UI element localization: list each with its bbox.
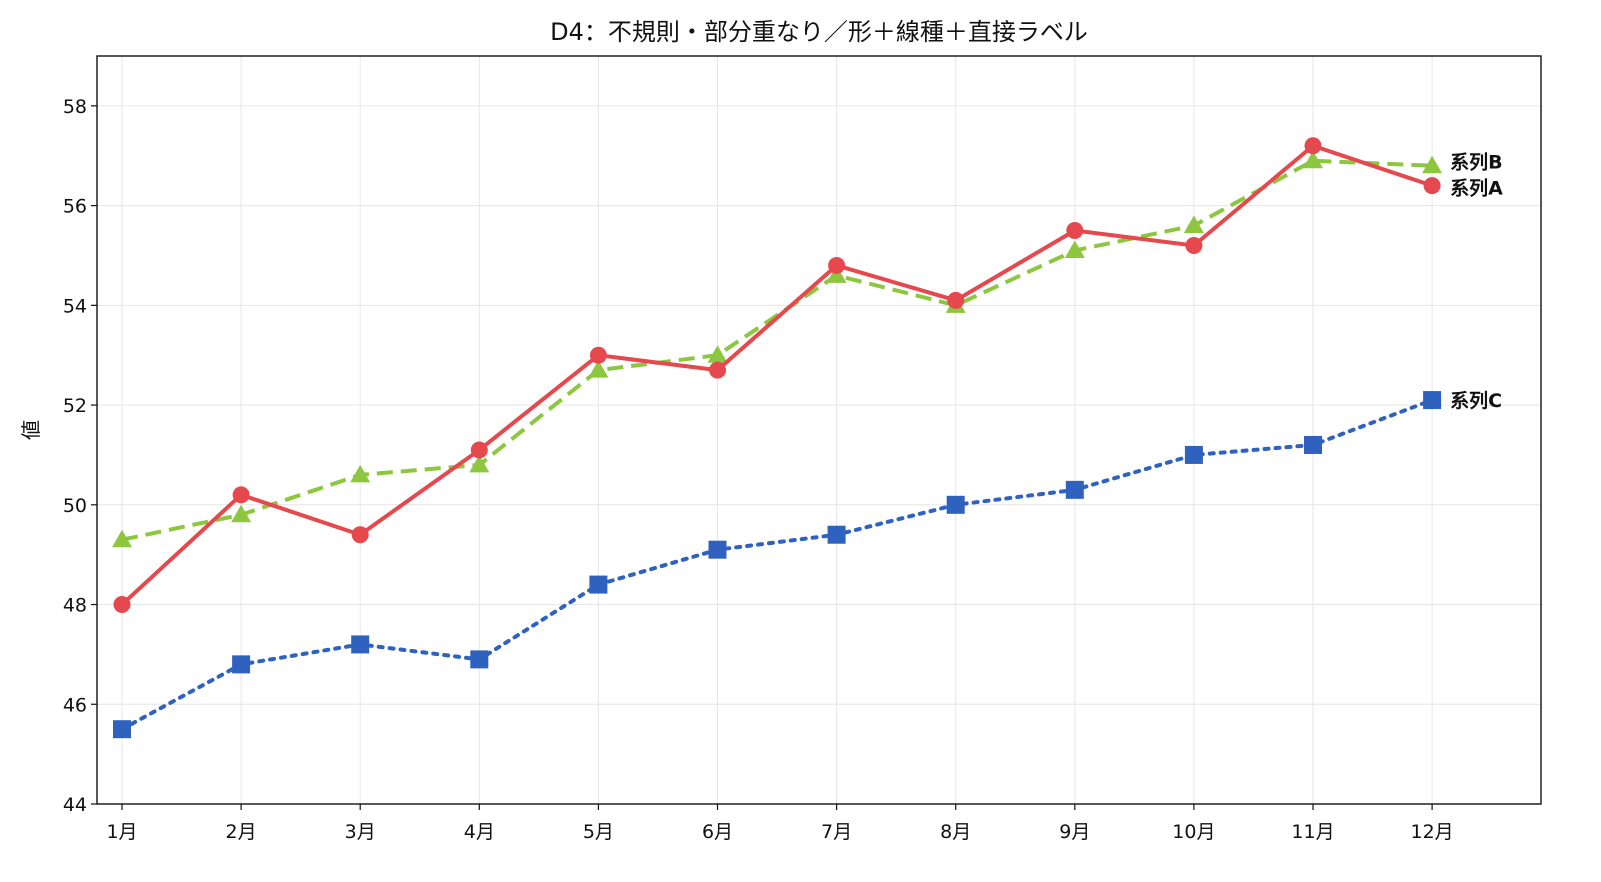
data-point bbox=[707, 345, 728, 363]
data-point bbox=[1065, 480, 1084, 499]
data-point bbox=[1303, 150, 1323, 169]
data-point bbox=[112, 529, 132, 548]
y-tick-label: 54 bbox=[63, 295, 87, 317]
data-point bbox=[946, 495, 965, 514]
x-tick-label: 5月 bbox=[583, 821, 614, 843]
x-tick-label: 10月 bbox=[1172, 821, 1215, 843]
data-point bbox=[827, 525, 846, 544]
data-point bbox=[1185, 236, 1203, 254]
x-tick-label: 4月 bbox=[464, 821, 495, 843]
grid-lines bbox=[97, 56, 1541, 804]
data-point bbox=[1066, 222, 1084, 240]
y-tick-label: 50 bbox=[63, 495, 87, 517]
data-point bbox=[470, 441, 488, 459]
data-point bbox=[351, 526, 369, 544]
series-label: 系列A bbox=[1450, 178, 1503, 200]
data-point bbox=[351, 635, 370, 654]
series-layer: 系列B 系列A 系列C bbox=[112, 137, 1503, 739]
series-line bbox=[120, 398, 1435, 732]
x-tick-label: 12月 bbox=[1411, 821, 1454, 843]
data-point bbox=[589, 346, 607, 364]
data-point bbox=[469, 454, 490, 473]
series-系列C: 系列C bbox=[113, 390, 1502, 739]
x-tick-label: 9月 bbox=[1059, 821, 1090, 843]
data-point bbox=[113, 596, 131, 614]
data-point bbox=[1304, 435, 1322, 454]
data-point bbox=[826, 265, 847, 283]
data-point bbox=[1183, 215, 1204, 234]
data-point bbox=[1184, 445, 1203, 464]
plot-frame bbox=[96, 55, 1542, 805]
series-系列B: 系列B bbox=[112, 150, 1503, 548]
data-point bbox=[947, 291, 965, 309]
x-tick-label: 6月 bbox=[702, 821, 733, 843]
series-line bbox=[121, 158, 1433, 542]
x-tick-label: 8月 bbox=[940, 821, 971, 843]
series-label: 系列C bbox=[1450, 390, 1502, 412]
data-point bbox=[1304, 137, 1322, 155]
data-point bbox=[589, 575, 608, 594]
series-系列A: 系列A bbox=[113, 137, 1503, 614]
y-tick-label: 52 bbox=[63, 395, 87, 417]
series-line bbox=[120, 143, 1433, 607]
x-tick-label: 1月 bbox=[106, 821, 137, 843]
y-tick-label: 56 bbox=[63, 196, 87, 218]
x-tick-label: 3月 bbox=[345, 821, 376, 843]
x-tick-label: 2月 bbox=[226, 821, 257, 843]
data-point bbox=[113, 720, 131, 739]
data-point bbox=[232, 486, 250, 504]
y-tick-label: 48 bbox=[63, 595, 87, 617]
data-point bbox=[1423, 177, 1441, 195]
y-tick-label: 46 bbox=[63, 694, 87, 716]
data-point bbox=[232, 655, 251, 674]
y-axis-title: 値 bbox=[19, 420, 43, 440]
series-label: 系列B bbox=[1450, 152, 1502, 174]
data-point bbox=[709, 361, 726, 379]
data-point bbox=[350, 464, 371, 483]
data-point bbox=[828, 256, 846, 274]
axes: 44 46 48 50 52 54 56 58 1月 2月 3月 4月 5月 6月 7月 8月 9月 10月 11月… bbox=[63, 96, 1454, 843]
x-tick-label: 11月 bbox=[1291, 821, 1334, 843]
data-point bbox=[1422, 155, 1443, 174]
data-point bbox=[470, 650, 489, 669]
data-point bbox=[708, 540, 727, 559]
data-point bbox=[231, 504, 252, 523]
data-point bbox=[588, 360, 609, 378]
y-tick-label: 44 bbox=[63, 794, 87, 816]
y-tick-label: 58 bbox=[63, 96, 87, 118]
data-point bbox=[1423, 391, 1442, 410]
data-point bbox=[1064, 240, 1085, 258]
chart-title: D4：不規則・部分重なり／形＋線種＋直接ラベル bbox=[550, 18, 1088, 46]
x-tick-label: 7月 bbox=[821, 821, 852, 843]
